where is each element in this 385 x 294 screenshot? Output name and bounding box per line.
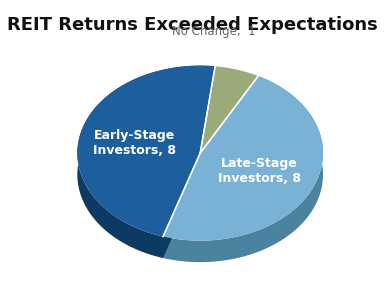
Polygon shape — [163, 76, 323, 241]
Polygon shape — [77, 66, 215, 258]
Polygon shape — [163, 76, 323, 262]
Polygon shape — [77, 66, 215, 237]
Polygon shape — [200, 66, 258, 153]
Polygon shape — [163, 153, 200, 258]
Text: REIT Returns Exceeded Expectations: REIT Returns Exceeded Expectations — [7, 16, 378, 34]
Polygon shape — [163, 153, 200, 258]
Text: No Change,  1: No Change, 1 — [172, 25, 256, 38]
Text: Early-Stage
Investors, 8: Early-Stage Investors, 8 — [93, 129, 176, 157]
Text: Late-Stage
Investors, 8: Late-Stage Investors, 8 — [218, 157, 301, 185]
